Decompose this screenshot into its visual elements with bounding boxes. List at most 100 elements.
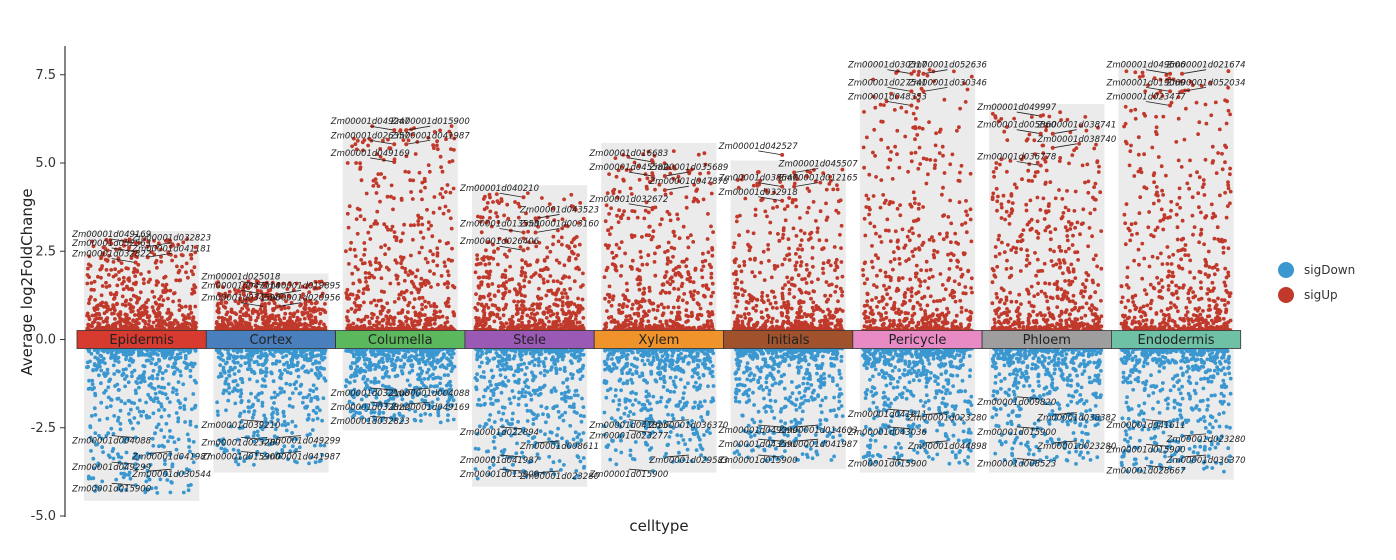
down-point (405, 378, 410, 383)
down-point (167, 413, 171, 418)
up-point (581, 316, 586, 320)
up-point (156, 321, 161, 326)
down-point (136, 421, 141, 425)
down-point (192, 453, 197, 458)
down-point (124, 354, 129, 359)
down-point (246, 399, 251, 404)
down-point (536, 413, 540, 418)
down-point (505, 357, 509, 361)
up-point (426, 163, 431, 168)
up-point (187, 316, 192, 320)
up-point (346, 309, 350, 314)
up-point (128, 306, 133, 311)
down-point (191, 440, 196, 444)
up-point (577, 320, 582, 325)
down-point (255, 379, 260, 384)
down-point (481, 394, 486, 399)
down-point (308, 388, 313, 392)
up-point (477, 285, 481, 290)
up-point (496, 262, 500, 267)
up-point (560, 291, 564, 295)
down-point (106, 350, 110, 355)
down-point (146, 392, 151, 397)
up-point (136, 308, 141, 313)
down-point (498, 382, 503, 386)
down-point (561, 354, 566, 359)
down-point (570, 376, 575, 380)
down-point (111, 363, 116, 368)
down-point (148, 354, 153, 358)
down-point (449, 369, 454, 373)
down-point (422, 377, 427, 381)
up-point (514, 312, 519, 316)
up-point (416, 213, 420, 218)
down-point (391, 353, 396, 358)
up-point (104, 237, 109, 242)
up-point (186, 313, 191, 317)
down-point (97, 418, 102, 422)
down-point (129, 407, 133, 412)
up-point (567, 275, 571, 280)
down-point (499, 390, 504, 395)
down-point (275, 411, 280, 416)
up-point (709, 224, 713, 229)
up-point (445, 269, 450, 274)
up-point (138, 290, 143, 295)
up-point (369, 300, 373, 305)
down-point (296, 374, 301, 379)
up-point (402, 278, 407, 283)
up-point (452, 148, 456, 152)
down-point (517, 390, 521, 395)
down-point (533, 357, 538, 362)
down-point (305, 417, 310, 422)
up-point (496, 284, 501, 289)
up-point (402, 290, 407, 295)
up-point (308, 323, 312, 328)
up-point (569, 192, 574, 197)
up-point (435, 147, 440, 152)
down-point (107, 379, 111, 384)
down-point (381, 366, 386, 371)
up-point (413, 313, 418, 318)
down-point (373, 352, 377, 357)
down-point (524, 365, 529, 370)
up-point (563, 317, 568, 321)
up-point (416, 222, 421, 227)
down-point (296, 354, 301, 358)
down-point (151, 368, 156, 373)
down-point (496, 410, 501, 415)
up-point (396, 281, 401, 286)
up-point (491, 256, 496, 261)
up-point (479, 230, 484, 235)
up-point (129, 256, 134, 260)
up-point (349, 307, 354, 311)
up-point (417, 250, 422, 255)
down-point (578, 352, 583, 357)
up-point (125, 313, 129, 317)
down-point (130, 374, 134, 379)
up-point (105, 319, 109, 324)
up-point (95, 304, 99, 309)
down-point (170, 464, 175, 469)
up-point (515, 292, 519, 297)
up-point (385, 322, 389, 326)
up-point (577, 326, 582, 331)
up-point (446, 209, 451, 213)
down-point (352, 354, 356, 359)
up-point (88, 324, 93, 328)
up-point (242, 303, 247, 308)
up-point (286, 319, 290, 324)
up-point (99, 275, 103, 280)
down-point (187, 468, 192, 473)
up-point (551, 242, 555, 247)
up-point (701, 264, 706, 269)
up-point (168, 288, 173, 293)
down-point (163, 462, 167, 466)
down-point (488, 396, 493, 401)
down-point (157, 444, 161, 449)
up-point (396, 324, 401, 329)
up-point (365, 314, 370, 319)
down-point (565, 377, 570, 381)
up-point (432, 272, 436, 276)
down-point (233, 401, 238, 406)
